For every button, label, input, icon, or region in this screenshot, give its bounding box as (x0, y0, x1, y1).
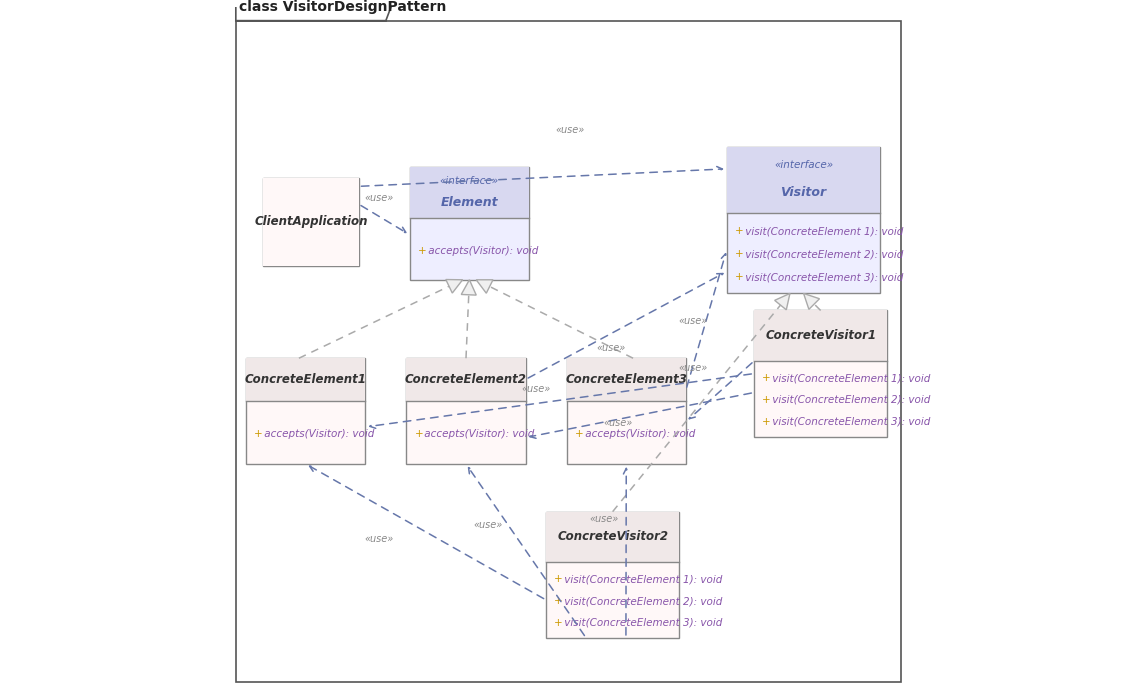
FancyArrowPatch shape (686, 254, 726, 387)
Text: +: + (735, 226, 747, 236)
Polygon shape (477, 280, 492, 294)
Text: visit(ConcreteElement 3): void: visit(ConcreteElement 3): void (770, 417, 930, 426)
Text: visit(ConcreteElement 2): void: visit(ConcreteElement 2): void (742, 249, 903, 259)
FancyBboxPatch shape (546, 512, 679, 638)
Text: +: + (735, 272, 747, 282)
FancyBboxPatch shape (727, 147, 880, 294)
Text: ConcreteElement1: ConcreteElement1 (245, 373, 367, 386)
Text: «interface»: «interface» (774, 161, 833, 170)
Text: +: + (763, 395, 774, 405)
Text: visit(ConcreteElement 3): void: visit(ConcreteElement 3): void (742, 272, 903, 282)
FancyBboxPatch shape (567, 358, 686, 464)
Text: ClientApplication: ClientApplication (254, 216, 367, 228)
FancyBboxPatch shape (236, 21, 901, 682)
Text: +: + (763, 373, 774, 383)
Text: visit(ConcreteElement 3): void: visit(ConcreteElement 3): void (561, 618, 723, 628)
Polygon shape (236, 0, 396, 21)
Text: ConcreteVisitor1: ConcreteVisitor1 (765, 329, 877, 342)
FancyBboxPatch shape (246, 358, 366, 464)
FancyArrowPatch shape (690, 363, 752, 419)
Text: «use»: «use» (678, 364, 708, 373)
Text: ConcreteVisitor2: ConcreteVisitor2 (557, 531, 668, 544)
FancyArrowPatch shape (361, 167, 723, 186)
Text: +: + (575, 429, 587, 440)
Polygon shape (804, 294, 820, 309)
FancyBboxPatch shape (263, 178, 359, 266)
Polygon shape (775, 294, 790, 310)
Text: +: + (554, 596, 567, 606)
FancyBboxPatch shape (546, 512, 679, 562)
Text: visit(ConcreteElement 1): void: visit(ConcreteElement 1): void (770, 373, 930, 383)
Text: accepts(Visitor): void: accepts(Visitor): void (425, 246, 538, 256)
Text: «use»: «use» (596, 343, 626, 353)
Text: +: + (554, 618, 567, 628)
Text: accepts(Visitor): void: accepts(Visitor): void (261, 429, 374, 440)
FancyBboxPatch shape (755, 311, 887, 437)
Text: visit(ConcreteElement 1): void: visit(ConcreteElement 1): void (742, 226, 903, 236)
Text: Visitor: Visitor (781, 187, 826, 200)
FancyBboxPatch shape (755, 311, 887, 361)
Polygon shape (446, 280, 463, 293)
Text: +: + (554, 575, 567, 584)
FancyBboxPatch shape (409, 167, 529, 280)
Text: accepts(Visitor): void: accepts(Visitor): void (581, 429, 695, 440)
Text: +: + (763, 417, 774, 426)
FancyBboxPatch shape (567, 358, 686, 400)
Text: visit(ConcreteElement 2): void: visit(ConcreteElement 2): void (561, 596, 723, 606)
FancyBboxPatch shape (406, 358, 526, 464)
FancyBboxPatch shape (246, 358, 366, 400)
FancyArrowPatch shape (624, 469, 629, 635)
Text: visit(ConcreteElement 1): void: visit(ConcreteElement 1): void (561, 575, 723, 584)
FancyArrowPatch shape (361, 205, 406, 232)
Text: +: + (415, 429, 426, 440)
Text: accepts(Visitor): void: accepts(Visitor): void (422, 429, 535, 440)
FancyBboxPatch shape (406, 358, 526, 400)
Text: +: + (735, 249, 747, 259)
FancyArrowPatch shape (528, 274, 723, 378)
FancyBboxPatch shape (409, 167, 529, 218)
FancyBboxPatch shape (727, 147, 880, 213)
Text: +: + (418, 246, 430, 256)
Text: class VisitorDesignPattern: class VisitorDesignPattern (239, 0, 447, 14)
FancyBboxPatch shape (236, 0, 385, 21)
Text: Element: Element (440, 196, 498, 209)
FancyArrowPatch shape (469, 468, 585, 635)
FancyArrowPatch shape (530, 393, 751, 438)
FancyArrowPatch shape (369, 374, 751, 429)
Text: «use»: «use» (473, 520, 503, 531)
Text: «use»: «use» (555, 125, 585, 135)
Text: «use»: «use» (365, 193, 393, 203)
Text: +: + (254, 429, 267, 440)
Text: «use»: «use» (365, 534, 393, 544)
Text: ConcreteElement2: ConcreteElement2 (405, 373, 527, 386)
Text: «use»: «use» (603, 418, 633, 428)
Text: «use»: «use» (589, 513, 619, 524)
Polygon shape (462, 280, 477, 295)
Text: «use»: «use» (521, 384, 551, 394)
Text: «use»: «use» (678, 316, 708, 326)
Text: ConcreteElement3: ConcreteElement3 (565, 373, 687, 386)
FancyBboxPatch shape (263, 178, 359, 266)
FancyArrowPatch shape (310, 466, 544, 599)
Text: visit(ConcreteElement 2): void: visit(ConcreteElement 2): void (770, 395, 930, 405)
Text: «interface»: «interface» (440, 176, 499, 187)
